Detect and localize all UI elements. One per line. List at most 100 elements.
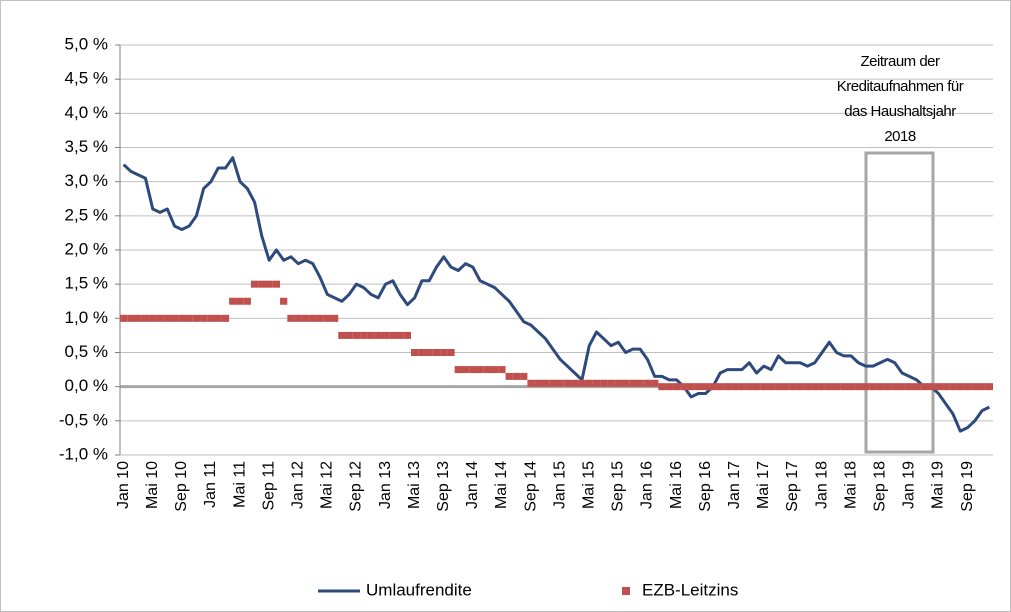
y-tick-label: 5,0 % bbox=[65, 34, 108, 53]
rate-segment bbox=[389, 331, 397, 339]
rate-segment bbox=[309, 314, 317, 322]
x-tick-label: Jan 17 bbox=[726, 461, 743, 509]
rate-segment bbox=[258, 280, 266, 288]
rate-segment bbox=[527, 379, 535, 387]
rate-segment bbox=[221, 314, 230, 322]
rate-segment bbox=[811, 383, 819, 391]
rate-segment bbox=[905, 383, 913, 391]
rate-segment bbox=[483, 366, 492, 374]
rate-segment bbox=[862, 383, 870, 391]
rate-segment bbox=[476, 366, 484, 374]
rate-segment bbox=[592, 379, 601, 387]
x-tick-label: Jan 11 bbox=[202, 461, 219, 508]
rate-segment bbox=[440, 349, 448, 356]
annotation: Kreditaufnahmen für bbox=[837, 78, 964, 95]
rate-segment bbox=[971, 383, 979, 391]
rate-segment bbox=[127, 314, 135, 322]
rate-segment bbox=[883, 383, 892, 391]
x-tick-label: Mai 19 bbox=[930, 461, 947, 509]
x-tick-label: Mai 14 bbox=[493, 461, 510, 509]
x-tick-label: Jan 19 bbox=[901, 461, 918, 509]
rate-segment bbox=[549, 379, 557, 387]
rate-segment bbox=[454, 366, 462, 374]
rate-segment bbox=[185, 314, 193, 322]
rate-segment bbox=[687, 383, 695, 391]
rate-segment bbox=[825, 383, 833, 391]
rate-segment bbox=[265, 280, 273, 288]
rate-segment bbox=[658, 383, 666, 391]
rate-segment bbox=[374, 331, 382, 339]
rate-segment bbox=[803, 383, 812, 391]
rate-segment bbox=[207, 314, 215, 322]
y-tick-label: 3,5 % bbox=[65, 137, 108, 156]
x-tick-label: Mai 12 bbox=[319, 461, 336, 509]
rate-segment bbox=[774, 383, 783, 391]
rate-segment bbox=[665, 383, 673, 391]
x-tick-label: Jan 14 bbox=[464, 461, 481, 509]
rate-segment bbox=[447, 349, 455, 356]
rate-segment bbox=[396, 331, 404, 339]
rate-segment bbox=[963, 383, 972, 391]
rate-segment bbox=[818, 383, 826, 391]
rate-segment bbox=[578, 379, 586, 387]
rate-segment bbox=[345, 331, 353, 339]
x-tick-label: Mai 13 bbox=[406, 461, 423, 509]
rate-segment bbox=[469, 366, 477, 374]
rate-segment bbox=[411, 349, 419, 356]
rate-segment bbox=[891, 383, 899, 391]
rate-segment bbox=[716, 383, 724, 391]
rate-segment bbox=[898, 383, 906, 391]
rate-segment bbox=[731, 383, 739, 391]
x-tick-label: Mai 17 bbox=[755, 461, 772, 509]
x-tick-label: Jan 15 bbox=[551, 461, 568, 509]
rate-segment bbox=[381, 331, 390, 339]
legend-label: EZB-Leitzins bbox=[642, 580, 738, 599]
yield-line bbox=[122, 156, 990, 433]
rate-segment bbox=[243, 297, 251, 305]
rate-segment bbox=[170, 314, 179, 322]
rate-segment bbox=[512, 372, 521, 380]
x-tick-label: Sep 17 bbox=[784, 461, 801, 512]
rate-segment bbox=[272, 280, 281, 288]
x-tick-label: Mai 10 bbox=[144, 461, 161, 509]
rate-segment bbox=[840, 383, 848, 391]
x-tick-label: Sep 12 bbox=[348, 461, 365, 512]
x-tick-label: Sep 15 bbox=[610, 461, 627, 512]
x-tick-label: Jan 16 bbox=[639, 461, 656, 509]
x-tick-label: Jan 10 bbox=[115, 461, 132, 509]
rate-segment bbox=[709, 383, 717, 391]
x-tick-label: Sep 19 bbox=[959, 461, 976, 512]
x-tick-label: Mai 11 bbox=[231, 461, 248, 508]
legend-label: Umlaufrendite bbox=[366, 580, 472, 599]
x-tick-label: Sep 11 bbox=[260, 461, 277, 511]
y-tick-label: 2,5 % bbox=[65, 205, 108, 224]
rate-segment bbox=[250, 280, 259, 288]
rate-segment bbox=[876, 383, 884, 391]
x-tick-label: Sep 13 bbox=[435, 461, 452, 512]
rate-segment bbox=[316, 314, 324, 322]
legend-swatch bbox=[622, 587, 630, 595]
rate-segment bbox=[520, 372, 528, 380]
rate-segment bbox=[782, 383, 790, 391]
rate-segment bbox=[694, 383, 702, 391]
rate-segment bbox=[432, 349, 441, 356]
rate-segment bbox=[796, 383, 804, 391]
rate-segment bbox=[163, 314, 171, 322]
rate-segment bbox=[760, 383, 768, 391]
x-tick-label: Mai 18 bbox=[842, 461, 859, 509]
highlight-box bbox=[864, 151, 935, 454]
annotation: Zeitraum der bbox=[860, 53, 940, 70]
rate-segment bbox=[229, 297, 237, 305]
y-tick-label: 1,5 % bbox=[65, 274, 108, 293]
x-tick-label: Jan 12 bbox=[289, 461, 306, 509]
y-tick-label: 4,5 % bbox=[65, 69, 108, 88]
rate-segment bbox=[789, 383, 797, 391]
rate-segment bbox=[942, 383, 950, 391]
y-tick-label: 2,0 % bbox=[65, 239, 108, 258]
y-tick-label: -1,0 % bbox=[59, 444, 108, 463]
rate-segment bbox=[847, 383, 855, 391]
rate-segment bbox=[323, 314, 331, 322]
rate-segment bbox=[330, 314, 339, 322]
rate-segment bbox=[600, 379, 608, 387]
